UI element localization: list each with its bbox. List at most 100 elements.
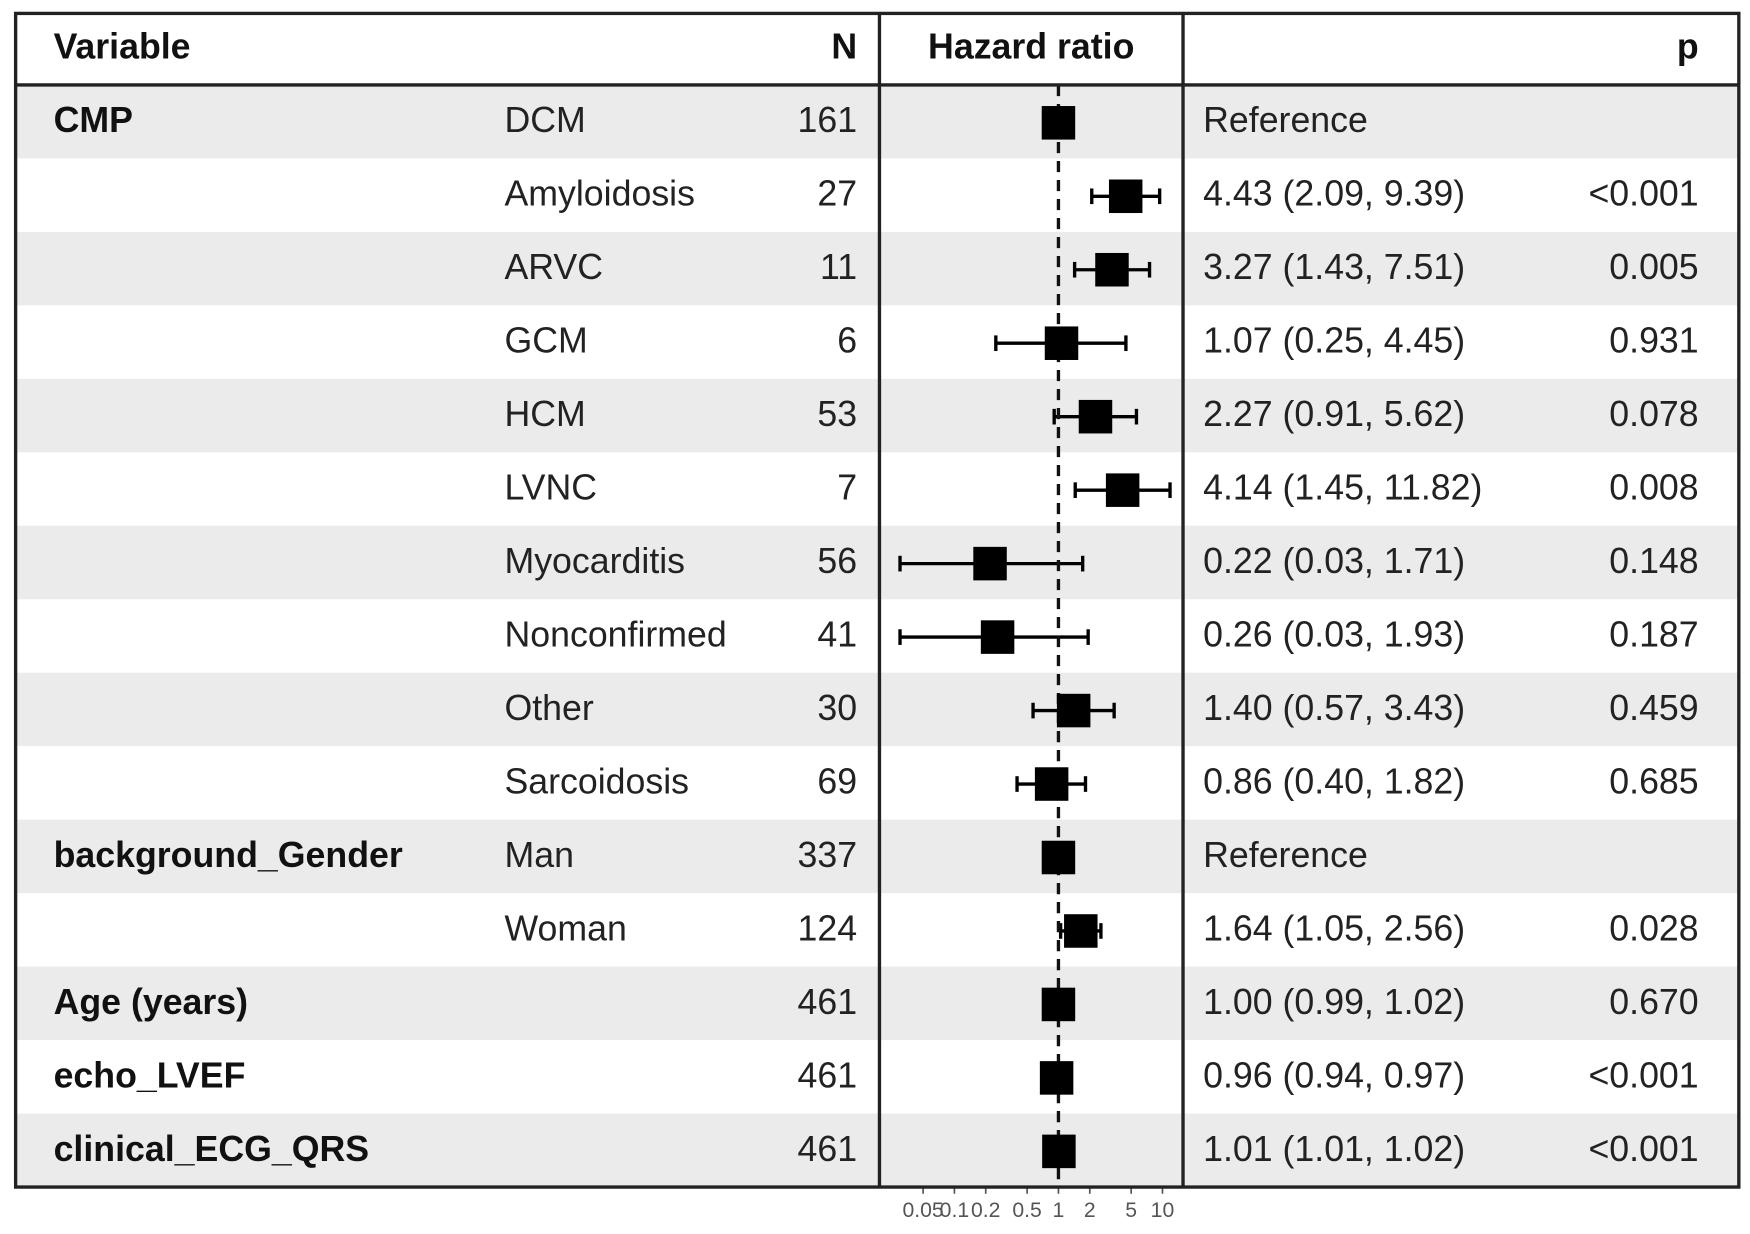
header-hr: Hazard ratio [928, 27, 1134, 67]
estimate: 1.00 (0.99, 1.02) [1203, 982, 1465, 1022]
hr-square [1042, 1134, 1076, 1169]
n: 53 [817, 394, 857, 434]
p-value: 0.028 [1609, 908, 1698, 948]
n: 6 [837, 321, 857, 361]
estimate: 0.86 (0.40, 1.82) [1203, 761, 1465, 801]
level: Myocarditis [504, 541, 685, 581]
p-value: 0.187 [1609, 615, 1698, 655]
estimate: 4.43 (2.09, 9.39) [1203, 174, 1465, 214]
x-tick-label: 5 [1125, 1199, 1137, 1222]
stripe [15, 525, 1739, 600]
estimate: 4.14 (1.45, 11.82) [1203, 468, 1482, 508]
p-value: 0.078 [1609, 394, 1698, 434]
estimate: 1.40 (0.57, 3.43) [1203, 688, 1465, 728]
p-value: <0.001 [1588, 174, 1698, 214]
n: 461 [798, 1129, 858, 1169]
estimate: 1.07 (0.25, 4.45) [1203, 321, 1465, 361]
p-value: <0.001 [1588, 1055, 1698, 1095]
x-tick-label: 10 [1151, 1199, 1175, 1222]
estimate: 1.01 (1.01, 1.02) [1203, 1129, 1465, 1169]
level: ARVC [504, 247, 603, 287]
p-value: 0.008 [1609, 468, 1698, 508]
n: 27 [817, 174, 857, 214]
estimate: 1.64 (1.05, 2.56) [1203, 908, 1465, 948]
variable: CMP [54, 100, 133, 140]
n: 69 [817, 761, 857, 801]
hr-square [1095, 252, 1129, 287]
stripes [15, 84, 1739, 1187]
level: Amyloidosis [504, 174, 695, 214]
p-value: <0.001 [1588, 1129, 1698, 1169]
stripe [15, 378, 1739, 453]
x-tick-label: 0.1 [940, 1199, 969, 1222]
x-tick-label: 0.5 [1012, 1199, 1041, 1222]
hr-square [1044, 326, 1079, 360]
n: 124 [798, 908, 858, 948]
hr-square [1041, 987, 1076, 1022]
n: 41 [817, 615, 857, 655]
level: Man [504, 835, 573, 875]
p-value: 0.685 [1609, 761, 1698, 801]
estimate: 0.26 (0.03, 1.93) [1203, 615, 1465, 655]
hr-square [1078, 399, 1113, 434]
p-value: 0.148 [1609, 541, 1698, 581]
level: GCM [504, 321, 587, 361]
variable: clinical_ECG_QRS [54, 1129, 370, 1169]
estimate: 0.22 (0.03, 1.71) [1203, 541, 1465, 581]
header-p: p [1677, 27, 1699, 67]
estimate: Reference [1203, 835, 1368, 875]
x-tick-label: 1 [1053, 1199, 1065, 1222]
hr-square [1039, 1061, 1074, 1095]
n: 161 [798, 100, 858, 140]
stripe [15, 231, 1739, 306]
p-value: 0.459 [1609, 688, 1698, 728]
variable: background_Gender [54, 835, 403, 875]
stripe [15, 672, 1739, 747]
estimate: Reference [1203, 100, 1368, 140]
x-tick-label: 0.05 [902, 1199, 943, 1222]
n: 56 [817, 541, 857, 581]
level: Woman [504, 908, 626, 948]
level: DCM [504, 100, 585, 140]
hr-square [1064, 914, 1098, 948]
frame [13, 11, 1741, 1189]
estimate: 2.27 (0.91, 5.62) [1203, 394, 1465, 434]
estimate: 0.96 (0.94, 0.97) [1203, 1055, 1465, 1095]
n: 461 [798, 982, 858, 1022]
n: 337 [798, 835, 858, 875]
hr-square [980, 620, 1015, 654]
header-n: N [831, 27, 857, 67]
x-tick-label: 2 [1084, 1199, 1096, 1222]
level: HCM [504, 394, 585, 434]
n: 7 [837, 468, 857, 508]
stripe [15, 84, 1739, 159]
hr-square [1056, 693, 1091, 728]
stripe [15, 819, 1739, 894]
n: 461 [798, 1055, 858, 1095]
hr-square [1108, 179, 1143, 214]
level: Nonconfirmed [504, 615, 726, 655]
estimate: 3.27 (1.43, 7.51) [1203, 247, 1465, 287]
p-value: 0.670 [1609, 982, 1698, 1022]
stripe [15, 1113, 1739, 1187]
n: 11 [820, 247, 857, 287]
level: Other [504, 688, 593, 728]
n: 30 [817, 688, 857, 728]
hr-square [1041, 840, 1076, 875]
hr-square [1041, 106, 1076, 140]
header-variable: Variable [54, 27, 191, 67]
x-tick-label: 0.2 [971, 1199, 1000, 1222]
hr-square [1034, 767, 1069, 801]
variable: Age (years) [54, 982, 248, 1022]
p-value: 0.005 [1609, 247, 1698, 287]
p-value: 0.931 [1609, 321, 1698, 361]
hr-square [973, 546, 1007, 581]
variable: echo_LVEF [54, 1055, 246, 1095]
stripe [15, 966, 1739, 1041]
hr-square [1105, 473, 1140, 507]
level: Sarcoidosis [504, 761, 689, 801]
level: LVNC [504, 468, 597, 508]
